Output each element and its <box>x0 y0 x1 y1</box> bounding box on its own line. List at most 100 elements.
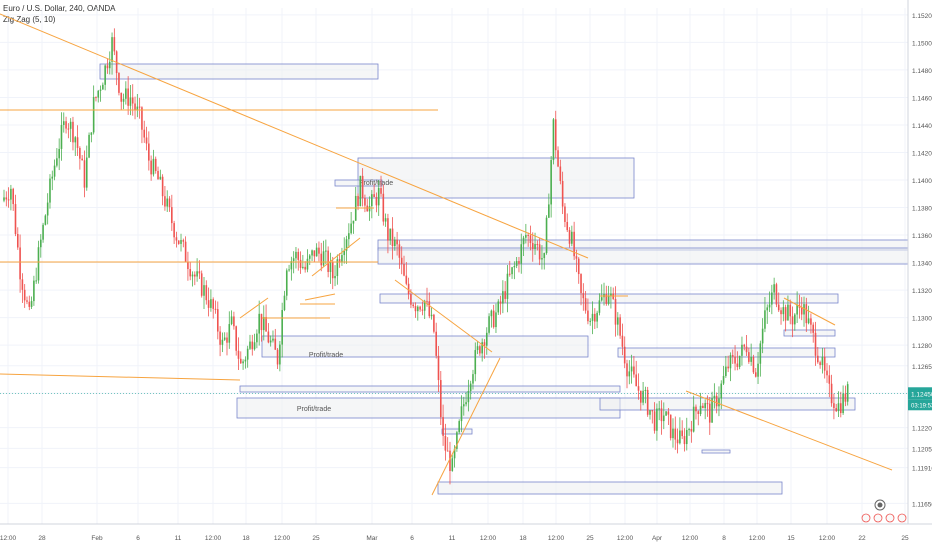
candle-body <box>653 411 656 431</box>
zone-box <box>783 329 836 337</box>
candle-body <box>396 239 398 245</box>
candle-body <box>589 320 592 322</box>
candle-body <box>667 411 670 415</box>
candle-body <box>189 269 192 277</box>
candle-body <box>819 362 821 366</box>
candle-body <box>789 304 792 317</box>
candle-body <box>741 344 743 356</box>
candle-body <box>761 328 764 344</box>
candle-body <box>191 274 194 277</box>
candle-body <box>350 223 352 234</box>
candle-body <box>575 256 578 259</box>
candle-body <box>660 408 663 422</box>
candle-body <box>39 239 42 248</box>
candle-body <box>157 170 159 180</box>
candle-body <box>148 143 150 161</box>
candle-body <box>791 316 794 325</box>
candle-body <box>320 253 323 266</box>
time-tick-label: 6 <box>136 535 140 542</box>
candle-body <box>662 415 665 422</box>
candle-body <box>152 158 155 175</box>
candle-body <box>359 175 362 207</box>
candle-body <box>437 355 440 381</box>
candle-body <box>10 188 12 200</box>
time-tick-label: 18 <box>519 535 527 542</box>
candle-body <box>311 250 313 256</box>
trend-line <box>0 373 241 381</box>
zone-label: Profit/trade <box>359 180 393 187</box>
candle-body <box>283 295 286 311</box>
candle-body <box>348 233 350 240</box>
time-tick-label: 12:00 <box>819 535 836 542</box>
candle-body <box>598 300 601 313</box>
candle-body <box>72 121 74 143</box>
candle-body <box>600 297 603 301</box>
time-tick-label: 25 <box>901 535 909 542</box>
candle-body <box>334 276 336 279</box>
candle-body <box>596 312 598 322</box>
candle-body <box>435 331 438 356</box>
candle-body <box>391 228 394 247</box>
candle-body <box>499 301 502 304</box>
time-axis[interactable]: 12:00 28 Feb 6 11 12:00 18 12:00 25 Mar 6 11 12:00 18… <box>0 523 932 542</box>
zone-box <box>701 449 731 454</box>
candle-body <box>513 265 516 268</box>
candle-body <box>750 356 752 362</box>
candle-body <box>708 403 711 423</box>
candle-body <box>610 293 612 296</box>
candle-body <box>336 259 339 277</box>
price-tick-label: 1.12050 <box>912 446 932 453</box>
candle-body <box>718 398 720 407</box>
candle-body <box>42 224 44 240</box>
time-tick-label: 18 <box>242 535 250 542</box>
candle-body <box>639 390 642 403</box>
candle-body <box>777 304 780 311</box>
candle-body <box>285 270 288 296</box>
candle-body <box>12 188 15 205</box>
candle-body <box>23 289 26 301</box>
time-tick-label: 12:00 <box>205 535 222 542</box>
price-tick-label: 1.14200 <box>912 150 932 157</box>
candle-body <box>676 439 679 444</box>
candle-body <box>200 273 203 296</box>
candle-body <box>127 88 129 106</box>
candle-body <box>821 356 824 366</box>
candle-body <box>175 237 178 241</box>
candle-body <box>548 204 550 218</box>
candle-body <box>65 121 67 129</box>
candle-body <box>164 196 166 207</box>
candle-body <box>805 304 808 324</box>
economic-event-icon <box>897 513 907 523</box>
candle-body <box>230 316 233 325</box>
candle-body <box>460 406 463 422</box>
candle-body <box>306 258 309 270</box>
price-tick-label: 1.13200 <box>912 288 932 295</box>
candle-body <box>846 384 849 402</box>
candle-body <box>14 204 17 234</box>
candle-body <box>564 206 566 222</box>
time-tick-label: 22 <box>858 535 866 542</box>
candle-body <box>554 119 557 151</box>
candle-body <box>623 346 626 364</box>
candle-body <box>621 335 624 347</box>
candle-body <box>646 389 649 415</box>
candle-body <box>81 158 83 161</box>
candle-body <box>88 134 90 158</box>
candle-body <box>423 300 426 311</box>
candle-body <box>481 342 483 354</box>
time-tick-label: 8 <box>722 535 726 542</box>
candle-body <box>216 309 219 332</box>
candle-body <box>651 410 654 412</box>
candle-body <box>428 301 431 317</box>
candle-body <box>439 380 442 418</box>
time-tick-label: 6 <box>410 535 414 542</box>
zone-box <box>377 247 909 265</box>
candle-body <box>752 356 755 373</box>
price-axis[interactable]: 1.15200 1.15000 1.14800 1.14600 1.14400 1.142… <box>907 0 932 524</box>
candle-body <box>210 299 212 308</box>
candle-body <box>262 317 265 331</box>
price-tick-label: 1.15000 <box>912 40 932 47</box>
candle-body <box>134 103 136 110</box>
candle-body <box>85 157 88 188</box>
